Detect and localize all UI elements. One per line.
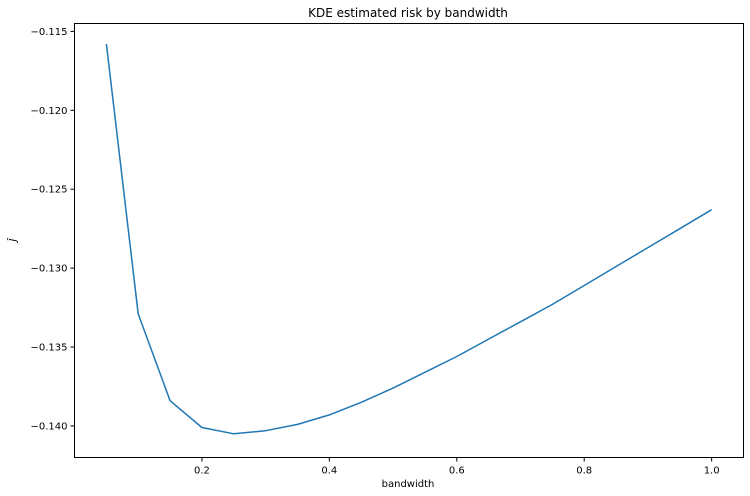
y-axis: −0.115 −0.120 −0.125 −0.130 −0.135 −0.140 [30,27,75,432]
series-line-0 [105,43,712,435]
x-axis: 0.2 0.4 0.6 0.8 1.0 [194,457,720,477]
plot-area [105,43,712,435]
y-axis-label: Ĵ [6,237,19,243]
y-tick-label: −0.130 [30,264,67,275]
y-tick-label: −0.120 [30,106,67,117]
y-tick-label: −0.140 [30,421,67,432]
x-axis-label: bandwidth [382,479,435,490]
x-tick-label: 0.6 [449,466,465,477]
x-tick-label: 0.4 [321,466,337,477]
x-tick-label: 1.0 [704,466,720,477]
y-tick-label: −0.135 [30,343,67,354]
x-tick-label: 0.2 [194,466,210,477]
plot-frame [74,23,744,458]
chart-title: KDE estimated risk by bandwidth [308,6,508,20]
y-tick-label: −0.115 [30,27,67,38]
x-tick-label: 0.8 [576,466,592,477]
y-tick-label: −0.125 [30,185,67,196]
